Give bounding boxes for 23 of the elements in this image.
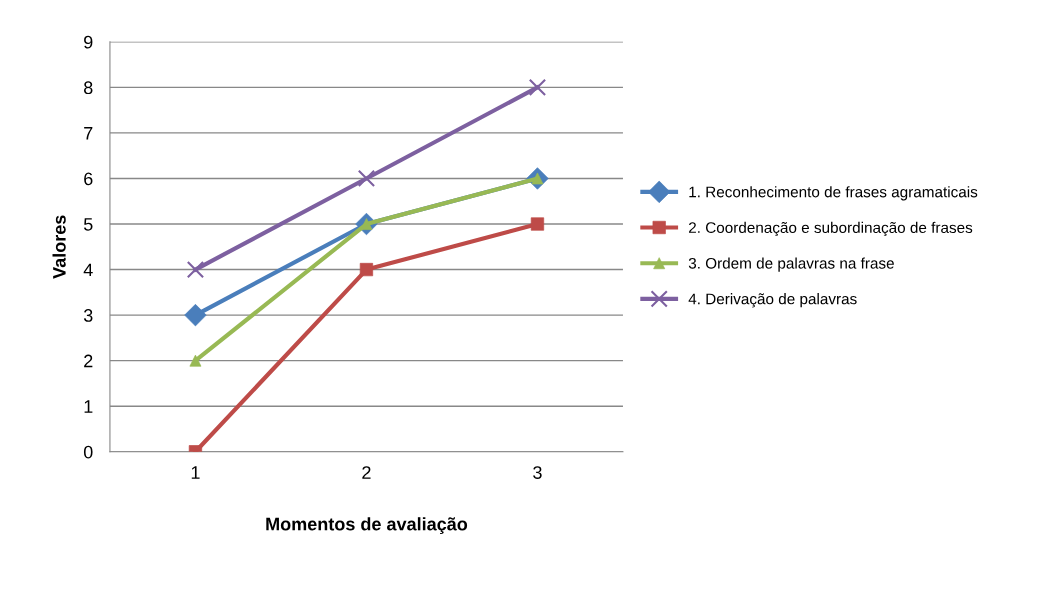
legend-label: 1. Reconhecimento de frases agramaticais [689, 186, 978, 201]
legend-label: 2. Coordenação e subordinação de frases [688, 221, 973, 237]
legend-label: 3. Ordem de palavras na frase [688, 257, 894, 272]
x-tick-label: 3 [533, 466, 542, 479]
y-tick-label: 4 [83, 263, 93, 277]
y-tick-label: 1 [84, 400, 93, 413]
y-tick-label: 2 [84, 354, 93, 368]
legend-label: 4. Derivação de palavras [688, 293, 857, 308]
y-tick-label: 8 [84, 81, 93, 95]
y-tick-label: 6 [84, 172, 93, 186]
x-axis-title: Momentos de avaliação [266, 517, 468, 535]
point [186, 260, 205, 279]
point [528, 78, 547, 97]
y-axis-title: Valores [52, 215, 66, 279]
y-tick-label: 9 [84, 35, 93, 49]
y-tick-label: 3 [83, 309, 93, 322]
y-tick-label: 0 [83, 445, 93, 459]
point [357, 169, 376, 188]
point [530, 217, 545, 231]
x-tick-label: 1 [191, 466, 200, 479]
y-tick-label: 5 [83, 218, 93, 231]
x-tick-label: 2 [362, 466, 371, 479]
y-tick-label: 7 [84, 127, 93, 140]
